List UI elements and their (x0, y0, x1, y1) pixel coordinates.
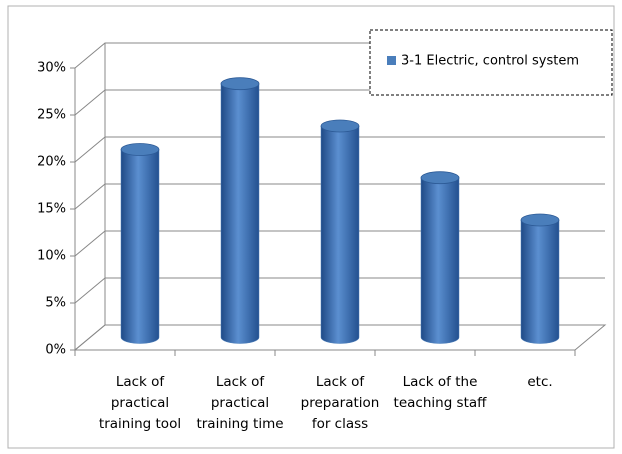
legend-label: 3-1 Electric, control system (401, 54, 579, 69)
y-tick-label: 30% (37, 61, 66, 76)
y-tick-label: 5% (45, 296, 66, 311)
bar (420, 177, 460, 344)
y-tick-label: 20% (37, 155, 66, 170)
legend-box (369, 29, 613, 96)
y-tick-label: 15% (37, 202, 66, 217)
bar-top (220, 77, 260, 91)
bar (120, 149, 160, 344)
legend-marker (387, 56, 396, 65)
x-tick-label: Lack of the teaching staff (393, 374, 487, 411)
x-tick-label: etc. (527, 374, 553, 390)
bar (320, 125, 360, 344)
bar (220, 83, 260, 344)
y-tick-label: 0% (45, 343, 66, 358)
frame (7, 5, 615, 449)
y-tick-label: 25% (37, 108, 66, 123)
x-tick-label: Lack of preparation for class (300, 374, 380, 432)
x-tick-label: Lack of practical training time (196, 374, 284, 432)
bar-top (420, 171, 460, 185)
bar (520, 219, 560, 344)
bar-top (520, 213, 560, 227)
bar-top (320, 119, 360, 133)
y-tick-label: 10% (37, 249, 66, 264)
x-tick-label: Lack of practical training tool (98, 374, 182, 432)
grid-line (74, 136, 605, 163)
bar-top (120, 143, 160, 156)
